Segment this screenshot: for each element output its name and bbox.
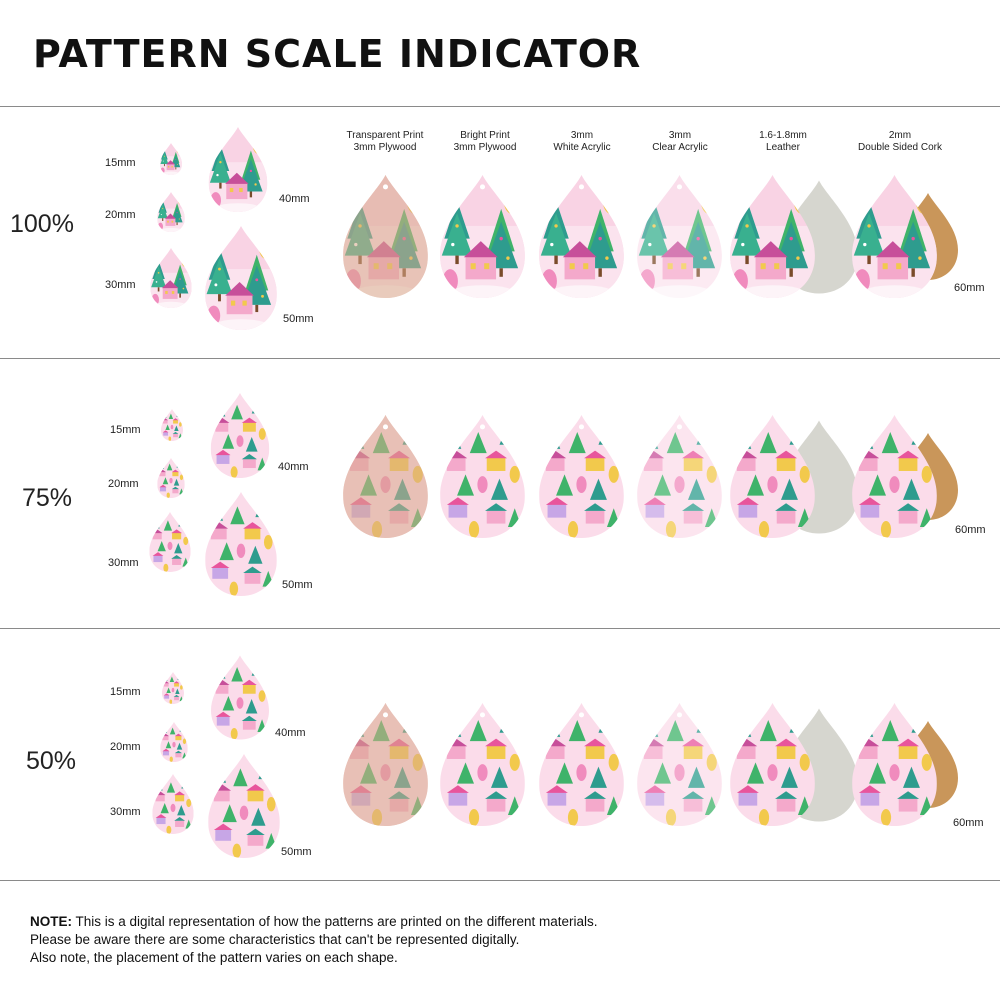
material-header-white-acrylic: 3mm White Acrylic xyxy=(527,130,637,154)
scale-label: 100% xyxy=(10,210,74,238)
size-label-15mm: 15mm xyxy=(110,424,141,436)
size-label-40mm: 40mm xyxy=(275,727,306,739)
teardrop-cork xyxy=(852,175,937,298)
size-label-60mm: 60mm xyxy=(955,524,986,536)
material-header-line1: 2mm xyxy=(888,130,912,141)
teardrop-bright-plywood xyxy=(440,703,525,826)
teardrop-transparent-plywood xyxy=(343,703,428,826)
material-header-leather: 1.6-1.8mm Leather xyxy=(728,130,838,154)
teardrop-cork xyxy=(852,415,937,538)
size-label-60mm: 60mm xyxy=(953,817,984,829)
material-header-line2: 3mm Plywood xyxy=(453,142,517,153)
size-label-20mm: 20mm xyxy=(108,478,139,490)
teardrop-cork xyxy=(852,703,937,826)
size-label-30mm: 30mm xyxy=(110,806,141,818)
material-header-bright-plywood: Bright Print 3mm Plywood xyxy=(430,130,540,154)
size-label-50mm: 50mm xyxy=(283,313,314,325)
teardrop-leather xyxy=(730,175,815,298)
divider xyxy=(0,628,1000,629)
teardrop-clear-acrylic xyxy=(637,415,722,538)
teardrop-30mm xyxy=(152,774,194,834)
material-header-line1: 3mm xyxy=(668,130,692,141)
teardrop-50mm xyxy=(208,754,280,858)
teardrop-30mm xyxy=(149,512,191,572)
material-header-transparent-plywood: Transparent Print 3mm Plywood xyxy=(330,130,440,154)
size-label-40mm: 40mm xyxy=(279,193,310,205)
note-line2: Please be aware there are some character… xyxy=(30,932,520,947)
note-lead: NOTE: xyxy=(30,914,72,929)
footer-note: NOTE: This is a digital representation o… xyxy=(30,913,598,967)
teardrop-15mm xyxy=(162,672,184,704)
material-header-line1: Transparent Print xyxy=(346,130,424,141)
size-label-60mm: 60mm xyxy=(954,282,985,294)
teardrop-white-acrylic xyxy=(539,175,624,298)
material-header-clear-acrylic: 3mm Clear Acrylic xyxy=(625,130,735,154)
scale-label: 75% xyxy=(22,484,73,512)
teardrop-white-acrylic xyxy=(539,703,624,826)
divider xyxy=(0,106,1000,107)
teardrop-transparent-plywood xyxy=(343,175,428,298)
material-header-cork: 2mm Double Sided Cork xyxy=(845,130,955,154)
teardrop-20mm xyxy=(157,192,185,232)
teardrop-40mm xyxy=(210,393,270,478)
teardrop-leather xyxy=(730,703,815,826)
teardrop-15mm xyxy=(161,409,183,441)
teardrop-40mm xyxy=(211,655,269,740)
size-label-30mm: 30mm xyxy=(105,279,136,291)
teardrop-bright-plywood xyxy=(440,415,525,538)
teardrop-clear-acrylic xyxy=(637,175,722,298)
size-label-15mm: 15mm xyxy=(105,157,136,169)
material-header-line1: 1.6-1.8mm xyxy=(759,130,807,141)
teardrop-leather xyxy=(730,415,815,538)
size-label-40mm: 40mm xyxy=(278,461,309,473)
size-label-15mm: 15mm xyxy=(110,686,141,698)
page-title: PATTERN SCALE INDICATOR xyxy=(33,32,642,76)
teardrop-50mm xyxy=(205,226,277,330)
material-header-line2: Clear Acrylic xyxy=(652,142,708,153)
teardrop-20mm xyxy=(157,458,185,498)
divider xyxy=(0,358,1000,359)
material-header-line2: Leather xyxy=(766,142,800,153)
teardrop-transparent-plywood xyxy=(343,415,428,538)
material-header-line2: 3mm Plywood xyxy=(353,142,417,153)
size-label-50mm: 50mm xyxy=(282,579,313,591)
teardrop-white-acrylic xyxy=(539,415,624,538)
material-header-line2: White Acrylic xyxy=(553,142,611,153)
teardrop-bright-plywood xyxy=(440,175,525,298)
size-label-20mm: 20mm xyxy=(105,209,136,221)
material-header-line1: Bright Print xyxy=(460,130,510,141)
teardrop-50mm xyxy=(205,492,277,596)
material-header-line2: Double Sided Cork xyxy=(858,142,942,153)
material-header-line1: 3mm xyxy=(570,130,594,141)
teardrop-20mm xyxy=(160,722,188,762)
teardrop-15mm xyxy=(160,143,182,175)
note-line3: Also note, the placement of the pattern … xyxy=(30,950,398,965)
teardrop-30mm xyxy=(150,248,192,308)
note-line1: This is a digital representation of how … xyxy=(72,914,598,929)
size-label-30mm: 30mm xyxy=(108,557,139,569)
size-label-20mm: 20mm xyxy=(110,741,141,753)
divider xyxy=(0,880,1000,881)
size-label-50mm: 50mm xyxy=(281,846,312,858)
teardrop-clear-acrylic xyxy=(637,703,722,826)
scale-label: 50% xyxy=(26,747,77,775)
teardrop-40mm xyxy=(208,127,268,212)
